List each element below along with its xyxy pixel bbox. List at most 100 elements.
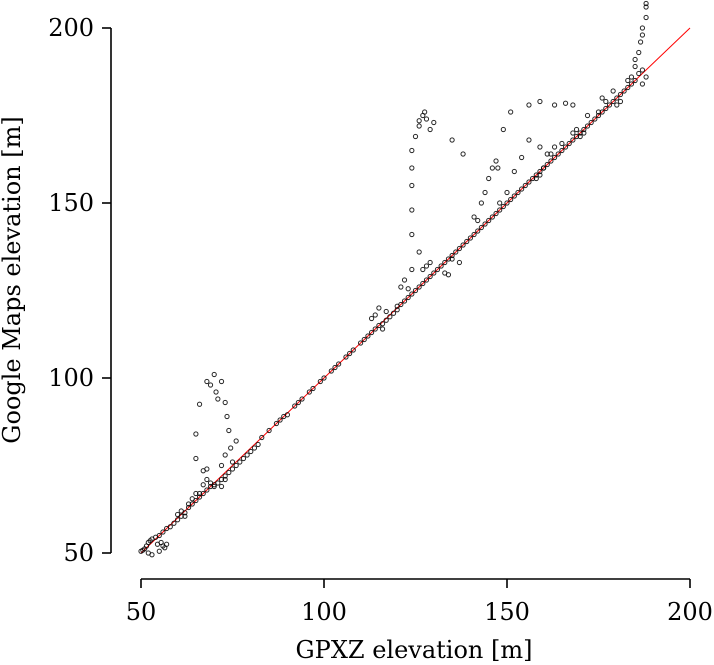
data-point: [420, 266, 426, 273]
x-tick-label: 200: [667, 598, 713, 626]
data-point: [636, 70, 642, 77]
data-point: [233, 462, 239, 469]
data-point: [211, 371, 217, 378]
data-point: [182, 513, 188, 519]
data-point: [292, 403, 298, 409]
data-point: [409, 165, 415, 171]
data-point: [218, 378, 225, 385]
data-point: [530, 175, 536, 182]
data-point: [277, 417, 283, 423]
x-axis-label: GPXZ elevation [m]: [296, 636, 533, 664]
data-point: [189, 496, 195, 502]
data-point: [625, 84, 631, 91]
data-point: [603, 105, 609, 112]
data-point: [570, 102, 576, 108]
data-point: [416, 118, 422, 124]
data-point: [222, 476, 228, 483]
data-point: [573, 126, 580, 133]
data-point: [204, 378, 210, 385]
data-point: [453, 249, 459, 255]
data-point: [489, 165, 495, 171]
data-point: [412, 287, 419, 294]
data-point: [500, 126, 506, 133]
data-point: [584, 112, 591, 119]
reference-line: [140, 27, 691, 554]
data-point: [379, 321, 386, 327]
data-point: [478, 224, 484, 231]
y-ticks: 50 100 150 200: [48, 14, 111, 567]
data-point: [416, 123, 422, 129]
data-point: [204, 466, 210, 472]
data-point: [573, 133, 580, 140]
data-point: [614, 102, 620, 108]
data-point: [522, 182, 528, 189]
data-point: [544, 161, 550, 168]
data-point: [555, 151, 561, 157]
data-point: [401, 298, 408, 304]
data-point: [570, 130, 576, 136]
data-point: [537, 172, 543, 178]
data-point: [358, 340, 364, 346]
data-point: [361, 336, 367, 343]
data-point: [321, 375, 327, 381]
data-point: [379, 326, 386, 332]
data-point: [636, 49, 642, 56]
data-point: [409, 266, 415, 273]
data-point: [409, 231, 415, 238]
data-point: [577, 133, 583, 140]
data-point: [383, 308, 389, 315]
data-point: [584, 123, 591, 129]
data-point: [581, 130, 587, 136]
data-point: [189, 501, 195, 507]
x-tick-label: 50: [126, 598, 157, 626]
data-point: [372, 312, 378, 318]
data-point: [317, 378, 323, 385]
data-point: [445, 256, 452, 262]
data-point: [401, 277, 408, 283]
data-point: [628, 81, 635, 87]
data-point: [427, 259, 433, 266]
data-point: [394, 303, 400, 309]
data-point: [200, 482, 206, 488]
data-point: [350, 347, 356, 353]
data-point: [224, 413, 230, 420]
data-point: [500, 203, 506, 210]
data-point: [489, 214, 495, 220]
data-point: [551, 154, 558, 161]
data-point: [639, 32, 646, 38]
data-point: [548, 151, 554, 157]
data-point: [449, 252, 455, 259]
data-point: [610, 88, 616, 94]
data-point: [299, 396, 305, 402]
data-point: [497, 200, 503, 206]
data-point: [200, 490, 206, 497]
data-point: [156, 548, 162, 554]
y-tick-label: 50: [63, 539, 94, 567]
data-point: [632, 56, 638, 63]
data-point: [310, 385, 316, 392]
data-point: [427, 273, 433, 280]
x-tick-label: 100: [301, 598, 347, 626]
data-point: [526, 102, 532, 108]
data-point: [639, 67, 646, 73]
data-point: [372, 326, 378, 332]
data-point: [595, 112, 602, 119]
data-point: [526, 179, 532, 185]
data-point: [228, 445, 234, 451]
data-point: [519, 154, 525, 161]
data-point: [639, 81, 646, 87]
data-point: [218, 462, 225, 469]
data-point: [632, 77, 638, 84]
data-point: [497, 207, 503, 213]
data-point: [156, 532, 162, 539]
data-point: [508, 109, 514, 115]
data-point: [222, 399, 228, 406]
data-point: [422, 109, 428, 115]
data-point: [427, 126, 433, 133]
data-point: [577, 130, 583, 136]
data-point: [504, 200, 510, 206]
data-point: [162, 545, 168, 551]
data-point: [464, 238, 470, 245]
data-point: [559, 140, 565, 147]
data-point: [460, 151, 466, 157]
